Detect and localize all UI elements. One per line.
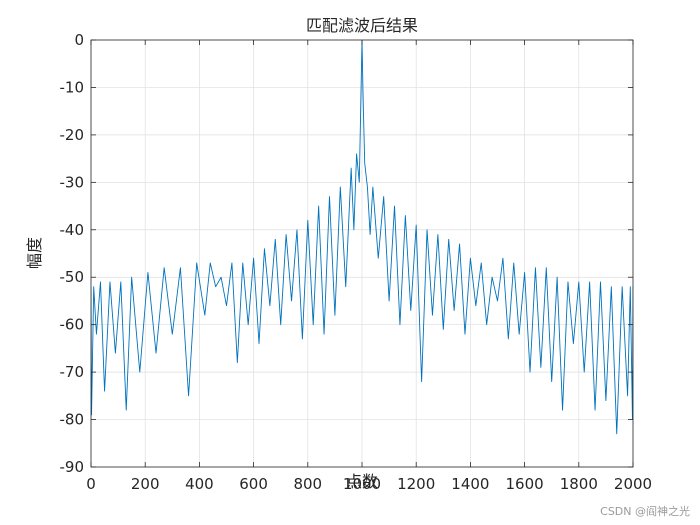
y-tick-label: -70 — [60, 363, 85, 381]
y-tick-labels: 0 -10 -20 -30 -40 -50 -60 -70 -80 -90 — [60, 31, 85, 476]
x-tick-label: 1800 — [560, 475, 598, 493]
x-tick-labels: 0 200 400 600 800 1000 1200 1400 1600 1800 2000 — [86, 475, 652, 493]
y-tick-label: -60 — [60, 316, 85, 334]
x-tick-label: 1000 — [343, 475, 381, 493]
y-tick-label: 0 — [74, 31, 84, 49]
x-tick-label: 800 — [293, 475, 322, 493]
x-tick-label: 600 — [239, 475, 268, 493]
y-tick-label: -80 — [60, 411, 85, 429]
x-tick-label: 1400 — [451, 475, 489, 493]
x-tick-label: 0 — [86, 475, 96, 493]
watermark: CSDN @阎神之光 — [600, 504, 690, 518]
x-axis-label: 点数 — [346, 472, 378, 491]
x-tick-label: 200 — [131, 475, 160, 493]
ticks — [90, 39, 634, 468]
y-tick-label: -40 — [60, 221, 85, 239]
x-tick-label: 2000 — [614, 475, 652, 493]
x-tick-label: 1200 — [397, 475, 435, 493]
y-tick-label: -90 — [60, 458, 85, 476]
y-tick-label: -10 — [60, 78, 85, 96]
chart-title: 匹配滤波后结果 — [306, 16, 418, 35]
data-layer — [91, 40, 633, 435]
series-line-0 — [91, 40, 633, 435]
y-axis-label: 幅度 — [25, 237, 44, 269]
y-tick-label: -20 — [60, 126, 85, 144]
x-tick-label: 400 — [185, 475, 214, 493]
y-tick-label: -30 — [60, 173, 85, 191]
x-tick-label: 1600 — [506, 475, 544, 493]
y-tick-label: -50 — [60, 268, 85, 286]
